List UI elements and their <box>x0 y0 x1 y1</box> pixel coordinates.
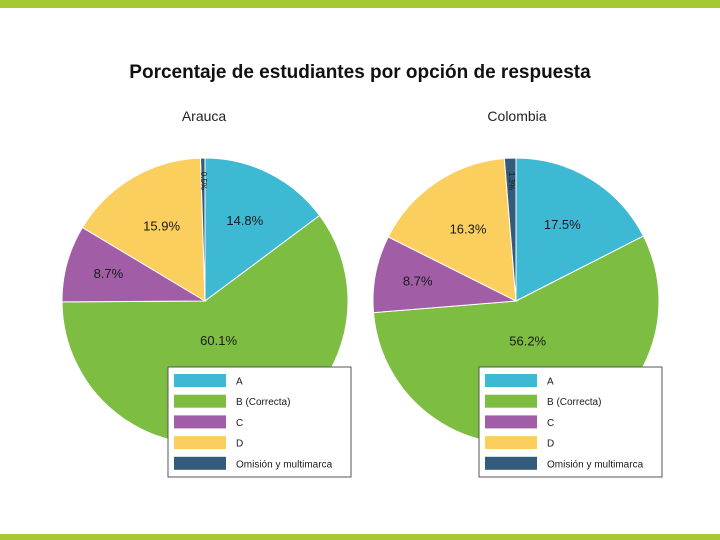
legend-swatch-o <box>485 456 537 470</box>
legend-label-a: A <box>547 377 554 388</box>
pie-title: Arauca <box>182 108 227 124</box>
legend-label-a: A <box>236 377 243 388</box>
legend-swatch-a <box>485 374 537 387</box>
legend-label-d: D <box>547 439 554 450</box>
legend-swatch-b <box>174 394 226 408</box>
data-label-o: 1.3% <box>507 172 516 190</box>
pie-title: Colombia <box>487 108 546 124</box>
legend-swatch-c <box>174 415 226 429</box>
data-label-b: 56.2% <box>509 334 546 349</box>
legend-swatch-c <box>485 415 537 429</box>
data-label-c: 8.7% <box>403 273 433 288</box>
legend-label-b: B (Correcta) <box>236 397 290 408</box>
legend-label-c: C <box>547 418 554 429</box>
pie-slice-d <box>81 157 206 302</box>
legend-swatch-a <box>174 374 226 387</box>
legend-label-b: B (Correcta) <box>547 397 601 408</box>
pie-slice-a <box>515 157 645 302</box>
data-label-b: 60.1% <box>200 333 237 348</box>
pie-slice-o <box>503 157 517 302</box>
legend-label-o: Omisión y multimarca <box>236 459 333 470</box>
legend-swatch-b <box>485 394 537 408</box>
bottom-accent-band <box>0 534 720 540</box>
data-label-d: 15.9% <box>143 218 180 233</box>
legend-swatch-o <box>174 456 226 470</box>
data-label-c: 8.7% <box>94 266 124 281</box>
legend-label-o: Omisión y multimarca <box>547 459 644 470</box>
data-label-o: 0.5% <box>199 172 208 190</box>
legend-label-c: C <box>236 418 243 429</box>
legend: A B (Correcta) CD Omisión y multimarca <box>478 366 663 478</box>
pie-slice-d <box>387 157 517 302</box>
data-label-a: 17.5% <box>544 217 581 232</box>
pie-chart-arauca: Arauca 14.8% 60.1% 8.7% 15.9% 0.5% A B (Correct… <box>61 108 352 478</box>
chart-title: Porcentaje de estudiantes por opción de … <box>129 62 591 83</box>
legend-swatch-d <box>174 436 226 450</box>
pie-slice-o <box>199 157 206 302</box>
data-label-a: 14.8% <box>226 213 263 228</box>
pie-slice-a <box>204 157 321 302</box>
data-label-d: 16.3% <box>450 221 487 236</box>
legend-label-d: D <box>236 439 243 450</box>
top-accent-band <box>0 0 720 8</box>
pie-chart-colombia: Colombia 17.5% 56.2% 8.7% 16.3% 1.3% A B (Corre… <box>372 108 663 478</box>
legend: A B (Correcta) CD Omisión y multimarca <box>167 366 352 478</box>
legend-swatch-d <box>485 436 537 450</box>
